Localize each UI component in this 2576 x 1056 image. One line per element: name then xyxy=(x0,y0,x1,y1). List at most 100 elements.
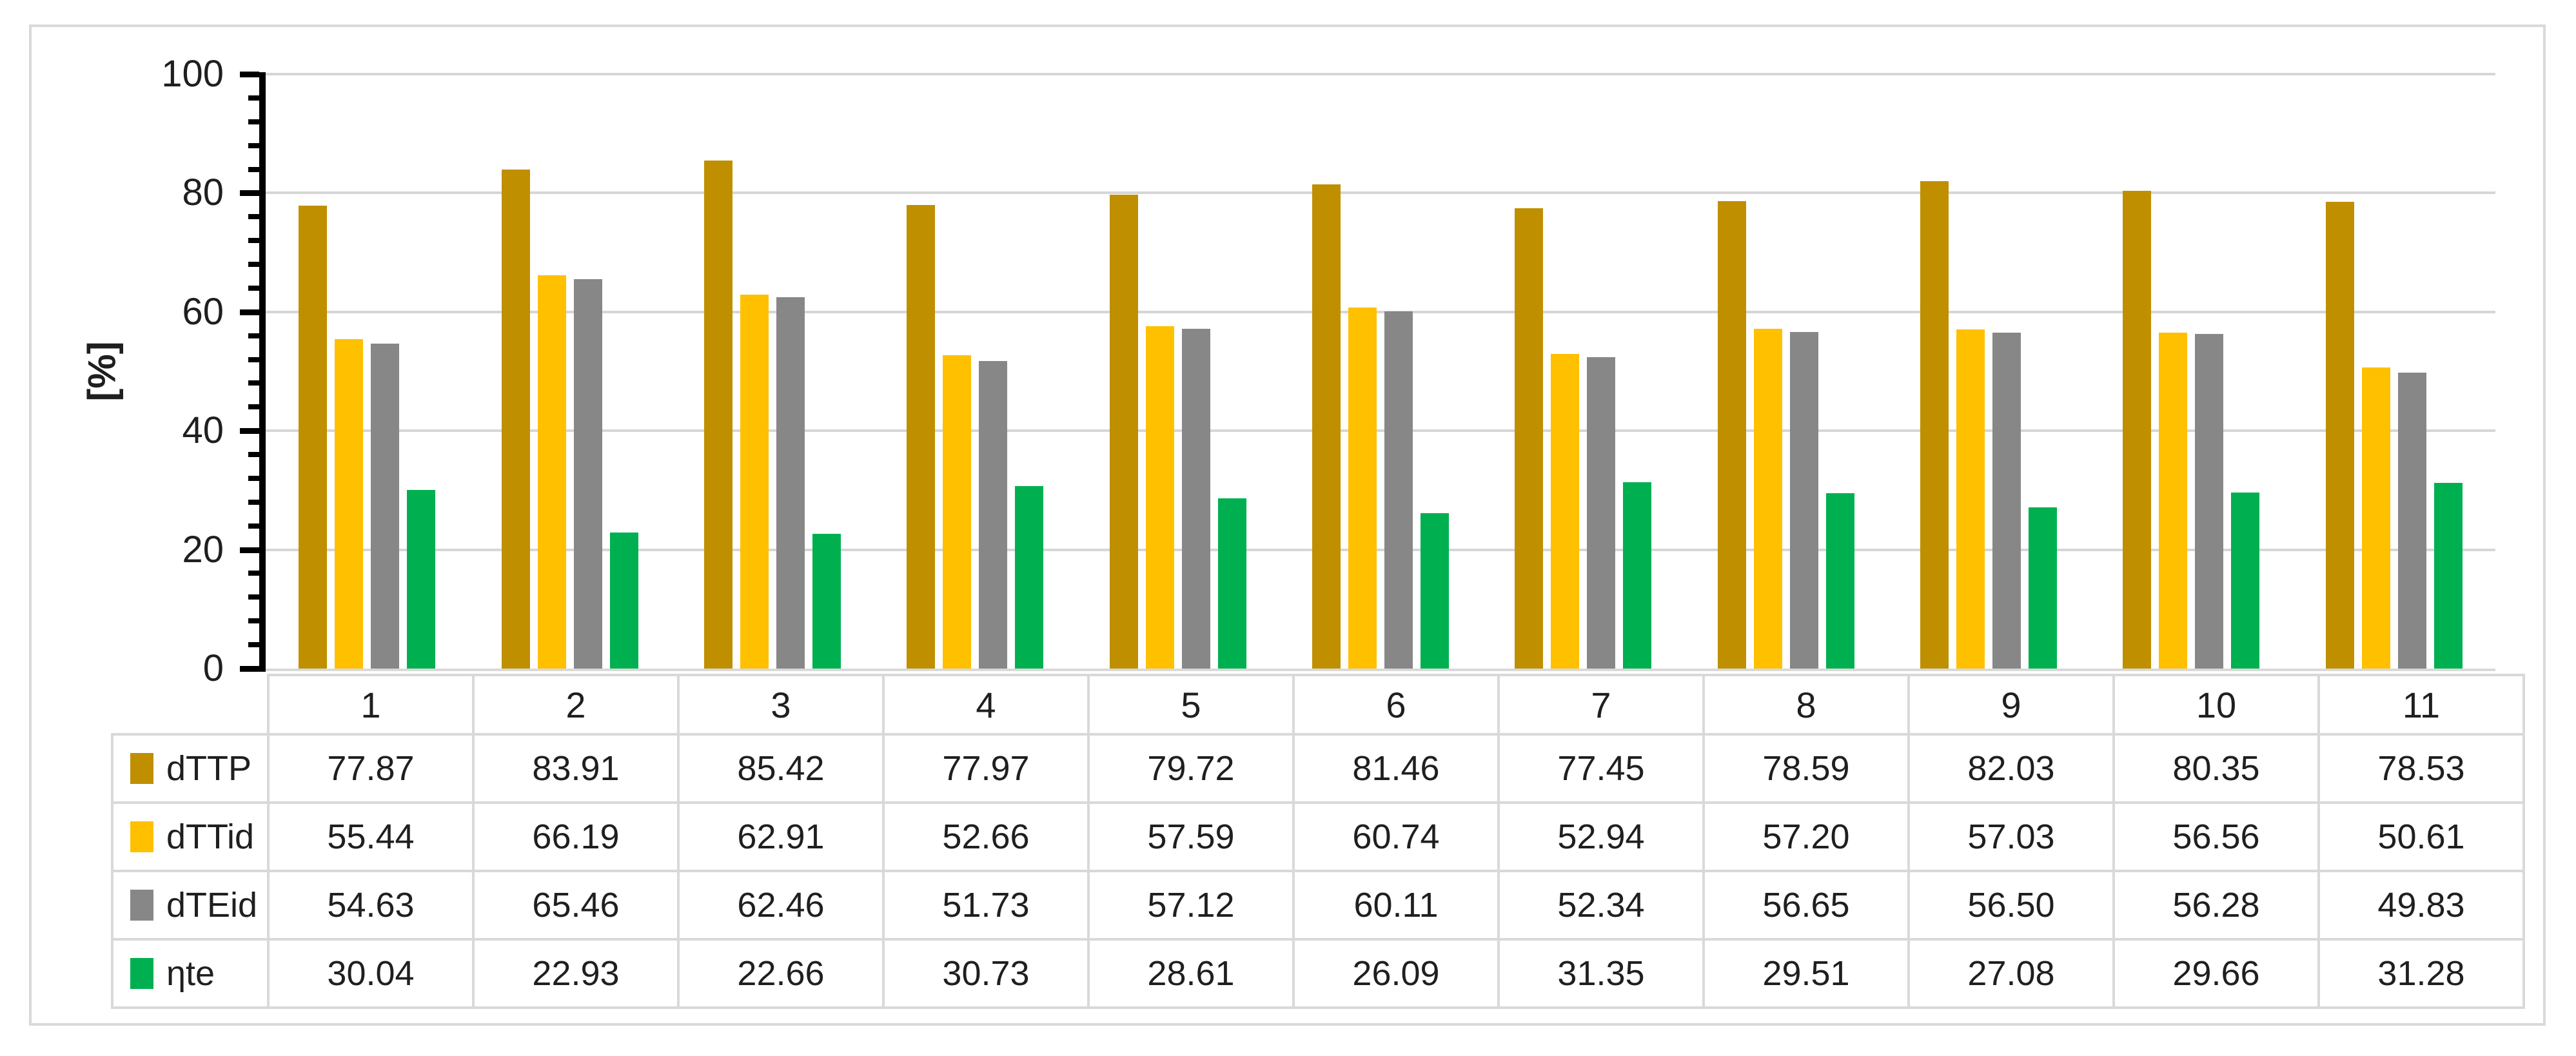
data-table: 1 2 3 4 5 6 7 8 9 10 11 dTTP 77.87 83.91 85.42 77.97 79.… xyxy=(111,674,2525,1009)
value-cell: 60.11 xyxy=(1292,870,1500,941)
bar-dTTP xyxy=(1717,201,1746,669)
value-cell: 65.46 xyxy=(472,870,680,941)
value-cell: 81.46 xyxy=(1292,733,1500,804)
series-label: dTTid xyxy=(115,817,266,857)
bar-group xyxy=(2090,74,2292,669)
value-cell: 26.09 xyxy=(1292,938,1500,1009)
series-label: ηte xyxy=(115,953,266,993)
category-header-cell: 1 xyxy=(267,674,475,736)
bar-group xyxy=(1482,74,1684,669)
value-cell: 52.94 xyxy=(1497,801,1705,872)
value-cell: 78.53 xyxy=(2317,733,2525,804)
bar-dTEid xyxy=(1789,331,1818,669)
value-cell: 77.45 xyxy=(1497,733,1705,804)
y-axis-tick-minor xyxy=(248,452,259,458)
bar-dTTP xyxy=(2325,201,2354,669)
bar-dTTid xyxy=(1956,329,1985,669)
bar-dTEid xyxy=(1384,311,1413,669)
bar-dTEid xyxy=(979,361,1008,669)
y-axis-tick-major xyxy=(240,190,259,197)
y-axis-tick-label: 80 xyxy=(182,171,224,214)
category-axis-line xyxy=(266,669,2495,671)
value-cell: 77.97 xyxy=(882,733,1090,804)
value-cell: 57.03 xyxy=(1907,801,2115,872)
category-header-cell: 4 xyxy=(882,674,1090,736)
value-cell: 29.66 xyxy=(2112,938,2320,1009)
series-label: dTEid xyxy=(115,885,266,925)
y-axis: 0 20 40 60 80 100 xyxy=(0,53,259,689)
bar-dTEid xyxy=(1992,333,2021,669)
value-cell: 22.66 xyxy=(677,938,885,1009)
series-row-ηte: ηte 30.04 22.93 22.66 30.73 28.61 26.09 31.35 29… xyxy=(111,938,2525,1009)
category-header-cell: 11 xyxy=(2317,674,2525,736)
y-axis-tick-label: 100 xyxy=(161,53,224,95)
value-cell: 56.65 xyxy=(1702,870,1910,941)
y-axis-tick-minor xyxy=(248,475,259,481)
y-axis-tick-major xyxy=(240,309,259,315)
bar-dTTP xyxy=(703,161,732,669)
category-header-cell: 10 xyxy=(2112,674,2320,736)
y-axis-tick-minor xyxy=(248,166,259,172)
y-axis-tick-minor xyxy=(248,594,259,600)
y-axis-tick-minor xyxy=(248,404,259,410)
value-cell: 66.19 xyxy=(472,801,680,872)
series-name: dTEid xyxy=(166,886,258,924)
category-header-row: 1 2 3 4 5 6 7 8 9 10 11 xyxy=(112,674,2525,736)
y-axis-tick-major xyxy=(240,666,259,672)
value-cell: 30.73 xyxy=(882,938,1090,1009)
bar-dTTid xyxy=(1348,307,1377,669)
value-cell: 79.72 xyxy=(1087,733,1295,804)
value-cell: 62.91 xyxy=(677,801,885,872)
legend-swatch-dTTP xyxy=(130,753,153,784)
bar-ηte xyxy=(1825,493,1854,669)
y-axis-tick-minor xyxy=(248,142,259,148)
bar-dTTP xyxy=(1920,181,1949,669)
gridline xyxy=(266,429,2495,433)
category-header-cell: 3 xyxy=(677,674,885,736)
value-cell: 55.44 xyxy=(267,801,475,872)
value-cell: 54.63 xyxy=(267,870,475,941)
bar-dTEid xyxy=(1181,329,1210,669)
y-axis-tick-major xyxy=(240,428,259,435)
bar-ηte xyxy=(407,490,436,669)
bar-group xyxy=(468,74,671,669)
value-cell: 29.51 xyxy=(1702,938,1910,1009)
bar-dTTP xyxy=(1312,184,1341,669)
bar-ηte xyxy=(1420,513,1449,669)
bar-dTTid xyxy=(1753,328,1782,669)
y-axis-tick-major xyxy=(240,72,259,77)
y-axis-tick-label: 40 xyxy=(182,409,224,452)
y-axis-tick-minor xyxy=(248,214,259,220)
value-cell: 56.56 xyxy=(2112,801,2320,872)
bar-ηte xyxy=(2433,482,2463,669)
chart-plot-area xyxy=(266,73,2495,671)
series-label-cell: dTTP xyxy=(111,733,270,804)
bar-ηte xyxy=(1623,482,1652,669)
bar-dTEid xyxy=(1587,357,1616,669)
series-name: dTTid xyxy=(166,817,255,856)
bar-dTEid xyxy=(371,344,400,669)
y-axis-tick-minor xyxy=(248,95,259,101)
bar-ηte xyxy=(1217,498,1246,669)
bar-ηte xyxy=(609,532,638,669)
bar-ηte xyxy=(2029,507,2058,669)
y-axis-tick-minor xyxy=(248,523,259,529)
value-cell: 52.34 xyxy=(1497,870,1705,941)
series-row-dTEid: dTEid 54.63 65.46 62.46 51.73 57.12 60.11 52.34… xyxy=(111,870,2525,941)
series-name: dTTP xyxy=(166,749,252,788)
value-cell: 57.12 xyxy=(1087,870,1295,941)
bar-ηte xyxy=(812,534,841,669)
series-label-cell: ηte xyxy=(111,938,270,1009)
bar-group xyxy=(1076,74,1279,669)
value-cell: 57.20 xyxy=(1702,801,1910,872)
y-axis-tick-label: 60 xyxy=(182,290,224,333)
value-cell: 77.87 xyxy=(267,733,475,804)
legend-swatch-dTTid xyxy=(130,821,153,852)
value-cell: 31.35 xyxy=(1497,938,1705,1009)
bar-group xyxy=(1685,74,1887,669)
bar-dTTP xyxy=(1109,194,1138,669)
y-axis-tick-minor xyxy=(248,380,259,386)
legend-swatch-ηte xyxy=(130,958,153,989)
gridline xyxy=(266,73,2495,75)
y-axis-tick-minor xyxy=(248,571,259,576)
